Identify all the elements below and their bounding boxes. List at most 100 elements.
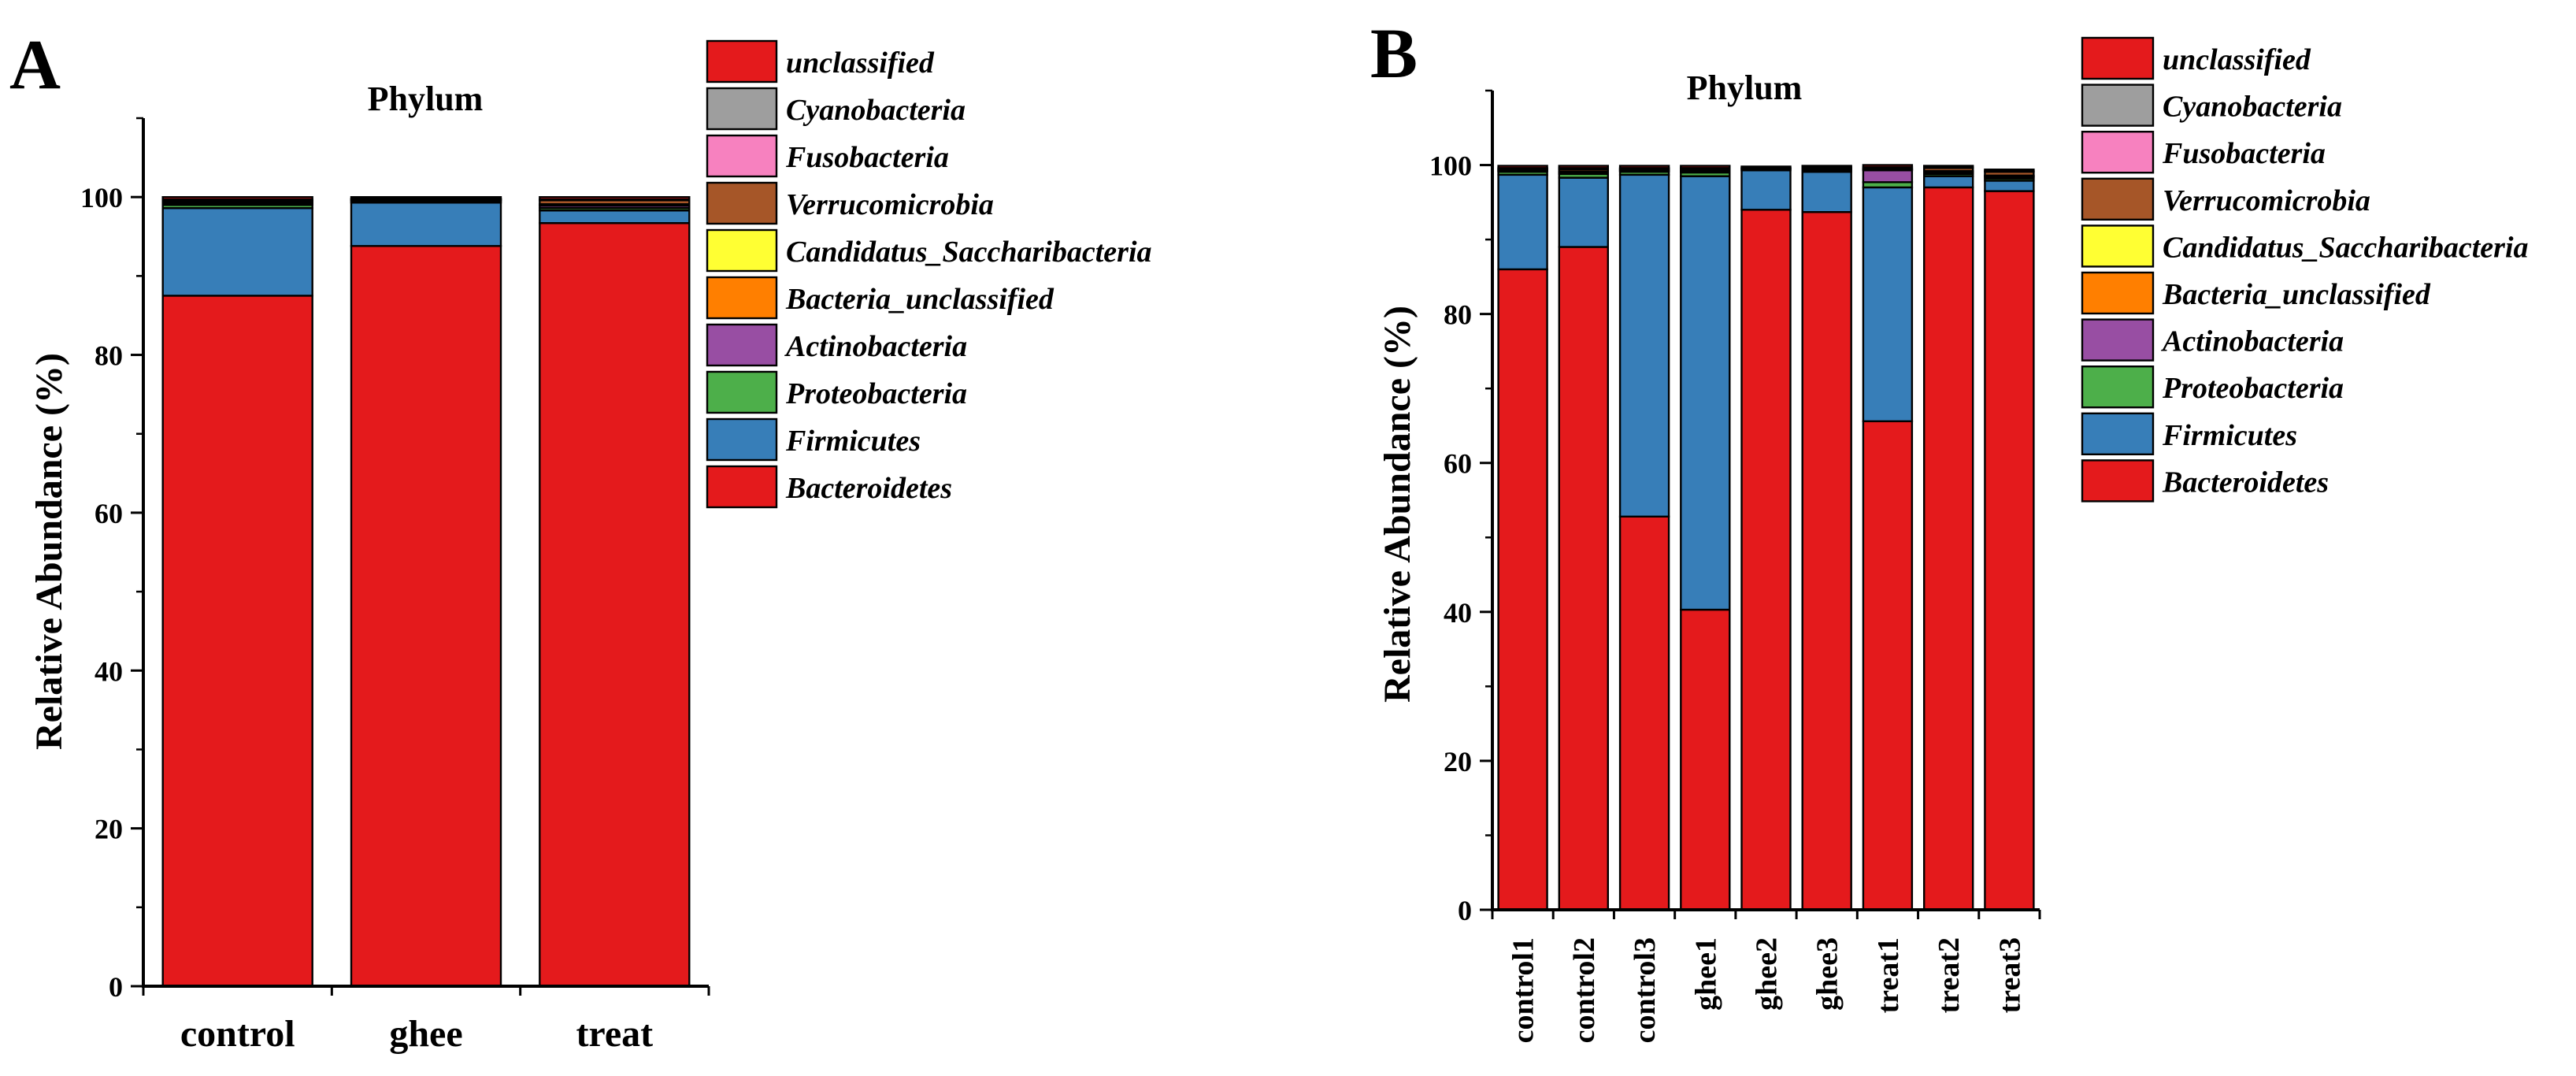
a-legend-label-proteobacteria: Proteobacteria (785, 377, 967, 410)
b-legend-label-candidatus_saccharibacteria: Candidatus_Saccharibacteria (2163, 231, 2529, 264)
b-legend-swatch-bacteroidetes (2081, 459, 2155, 503)
b-y-tick-label: 0 (1458, 895, 1472, 926)
panel-a-axes (142, 118, 710, 996)
a-legend-label-bacteroidetes: Bacteroidetes (785, 472, 952, 505)
b-bar-treat2-firmicutes (1922, 175, 1974, 189)
a-legend-label-candidatus_saccharibacteria: Candidatus_Saccharibacteria (786, 236, 1152, 269)
b-category-label-ghee3: ghee3 (1811, 937, 1844, 1011)
b-bar-control1-firmicutes (1497, 173, 1548, 271)
panel-b: B Phylum Relative Abundance (%) 0 20 40 60 8… (1370, 15, 2041, 1043)
a-bar-treat-bacteroidetes (539, 222, 691, 988)
b-y-tick-label: 100 (1429, 150, 1472, 182)
a-legend-label-unclassified: unclassified (786, 46, 935, 80)
b-legend-swatch-proteobacteria (2081, 365, 2155, 409)
panel-b-y-ticks: 0 20 40 60 80 100 (1429, 89, 1492, 926)
a-bar-ghee-bacteroidetes (350, 245, 502, 988)
a-bar-control-firmicutes (161, 207, 313, 297)
a-legend-label-firmicutes: Firmicutes (785, 425, 921, 458)
a-legend-swatch-candidatus_saccharibacteria (706, 228, 778, 273)
b-category-label-ghee1: ghee1 (1689, 937, 1722, 1011)
panel-b-legend: unclassified Cyanobacteria Fusobacteria Ver… (2081, 36, 2529, 503)
b-category-label-treat1: treat1 (1872, 937, 1905, 1013)
a-category-label-ghee: ghee (389, 1013, 462, 1055)
b-legend-label-verrucomicrobia: Verrucomicrobia (2163, 184, 2370, 217)
panel-a-bars (161, 195, 691, 988)
b-y-tick-label: 20 (1444, 746, 1472, 777)
a-legend-swatch-verrucomicrobia (706, 181, 778, 225)
b-bar-ghee3-unclassified (1801, 165, 1852, 169)
b-bar-treat2-unclassified (1922, 165, 1974, 169)
b-legend-label-bacteria_unclassified: Bacteria_unclassified (2162, 278, 2431, 311)
a-y-tick-label: 0 (109, 971, 123, 1003)
panel-b-letter: B (1370, 15, 1418, 93)
b-legend-label-fusobacteria: Fusobacteria (2162, 137, 2326, 170)
b-bar-control3-bacteroidetes (1618, 515, 1670, 911)
a-category-label-treat: treat (576, 1013, 653, 1055)
panel-a-legend: unclassified Cyanobacteria Fusobacteria Ver… (706, 39, 1152, 509)
a-legend-label-actinobacteria: Actinobacteria (784, 330, 967, 363)
b-bar-ghee1-firmicutes (1680, 175, 1731, 611)
a-legend-label-verrucomicrobia: Verrucomicrobia (786, 188, 994, 221)
panel-a-title: Phylum (368, 80, 484, 118)
b-bar-ghee1-bacteroidetes (1680, 608, 1731, 911)
b-legend-swatch-verrucomicrobia (2081, 177, 2155, 221)
a-category-label-control: control (180, 1013, 295, 1055)
b-legend-swatch-firmicutes (2081, 412, 2155, 455)
a-bar-ghee-firmicutes (350, 202, 502, 247)
b-bar-ghee3-firmicutes (1801, 170, 1852, 213)
b-legend-swatch-cyanobacteria (2081, 83, 2155, 127)
b-bar-treat1-bacteroidetes (1862, 420, 1914, 911)
b-legend-label-bacteroidetes: Bacteroidetes (2162, 466, 2329, 499)
panel-b-bars (1497, 164, 2035, 911)
a-y-tick-label: 100 (80, 182, 123, 213)
panel-b-ylabel: Relative Abundance (%) (1377, 306, 1418, 703)
panel-a: A Phylum Relative Abundance (%) 0 20 40 60 8… (9, 26, 710, 1055)
a-legend-swatch-actinobacteria (706, 323, 778, 367)
a-legend-label-bacteria_unclassified: Bacteria_unclassified (785, 283, 1054, 316)
a-legend-swatch-bacteroidetes (706, 465, 778, 509)
panel-b-category-labels: control1 control2 control3 ghee1 ghee2 ghee3 t… (1507, 937, 2027, 1043)
b-category-label-treat2: treat2 (1933, 937, 1966, 1013)
b-bar-control3-firmicutes (1618, 173, 1670, 518)
b-y-tick-label: 80 (1444, 299, 1472, 331)
panel-a-category-labels: control ghee treat (180, 1013, 653, 1055)
a-bar-treat-firmicutes (539, 210, 691, 224)
b-category-label-treat3: treat3 (1993, 937, 2026, 1013)
a-legend-swatch-bacteria_unclassified (706, 276, 778, 320)
a-bar-control-bacteroidetes (161, 295, 313, 988)
b-bar-control2-bacteroidetes (1558, 246, 1610, 911)
a-bar-ghee-unclassified (350, 195, 502, 200)
b-legend-swatch-unclassified (2081, 36, 2155, 80)
b-bar-treat3-firmicutes (1984, 180, 2035, 192)
b-bar-control1-bacteroidetes (1497, 268, 1548, 911)
b-bar-control2-firmicutes (1558, 176, 1610, 248)
panel-b-axes (1491, 91, 2041, 919)
b-category-label-control3: control3 (1629, 937, 1662, 1043)
b-bar-treat3-unclassified (1984, 168, 2035, 173)
b-bar-control2-unclassified (1558, 165, 1610, 169)
panel-a-letter: A (9, 26, 61, 104)
b-legend-label-firmicutes: Firmicutes (2162, 419, 2297, 452)
b-bar-treat3-bacteroidetes (1984, 190, 2035, 911)
a-legend-swatch-cyanobacteria (706, 87, 778, 131)
b-category-label-control2: control2 (1568, 937, 1601, 1043)
a-y-tick-label: 40 (95, 655, 123, 687)
panel-a-ylabel: Relative Abundance (%) (28, 353, 70, 750)
b-category-label-ghee2: ghee2 (1751, 937, 1784, 1011)
b-bar-ghee3-bacteroidetes (1801, 210, 1852, 911)
b-legend-swatch-actinobacteria (2081, 318, 2155, 362)
b-bar-ghee2-unclassified (1740, 165, 1792, 169)
b-legend-swatch-fusobacteria (2081, 130, 2155, 174)
a-legend-swatch-unclassified (706, 39, 778, 83)
a-bar-treat-unclassified (539, 195, 691, 201)
a-legend-label-fusobacteria: Fusobacteria (785, 141, 949, 174)
panel-b-title: Phylum (1687, 69, 1803, 107)
panel-a-y-ticks: 0 20 40 60 80 100 (80, 117, 143, 1003)
b-bar-ghee1-unclassified (1680, 165, 1731, 169)
a-y-tick-label: 80 (95, 340, 123, 372)
b-bar-ghee2-bacteroidetes (1740, 209, 1792, 911)
a-legend-swatch-firmicutes (706, 417, 778, 462)
a-legend-label-cyanobacteria: Cyanobacteria (786, 94, 966, 127)
b-bar-treat1-unclassified (1862, 164, 1914, 169)
